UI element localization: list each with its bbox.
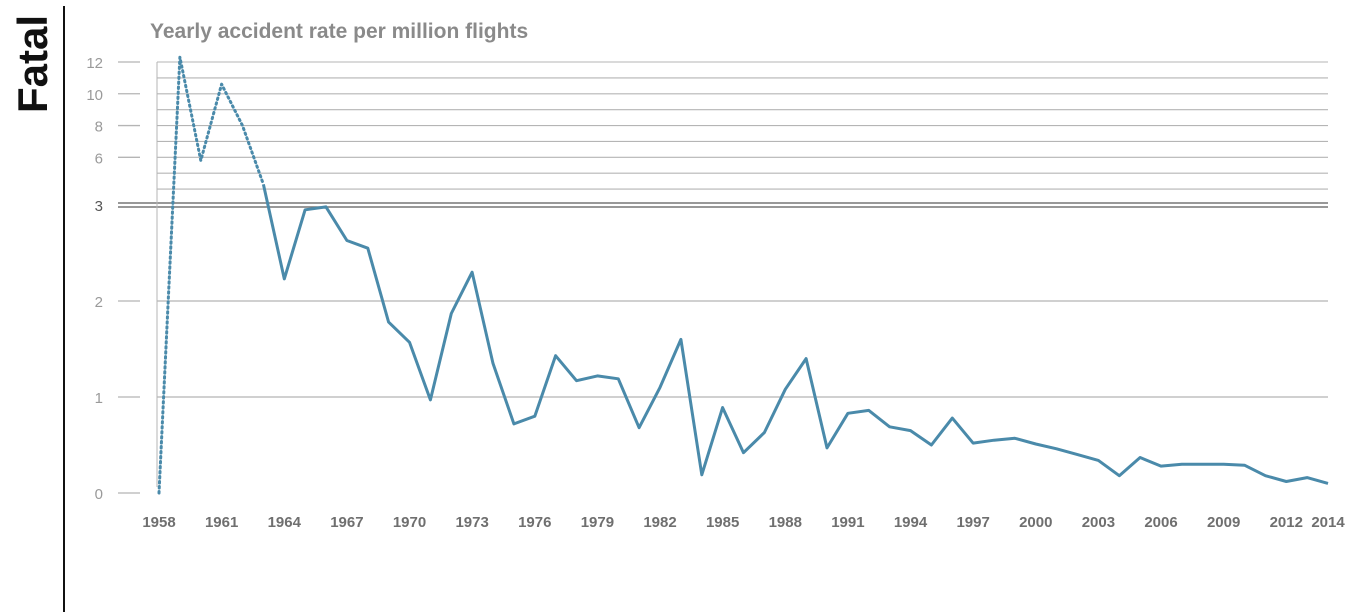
- x-tick-label: 1997: [956, 514, 989, 531]
- y-tick-label: 3: [95, 198, 103, 215]
- series-line-dotted: [157, 55, 265, 495]
- chart-title: Yearly accident rate per million flights: [150, 20, 529, 43]
- y-tick-label: 8: [95, 119, 103, 136]
- grid-layer: [118, 61, 1328, 487]
- series-line: [261, 183, 1329, 485]
- x-tick-label: 1994: [894, 514, 928, 531]
- y-tick-label: 12: [86, 55, 103, 72]
- y-tick-label: 10: [86, 87, 103, 104]
- x-tick-label: 2014: [1311, 514, 1345, 531]
- x-tick-label: 1988: [769, 514, 802, 531]
- x-tick-label: 2006: [1144, 514, 1177, 531]
- x-tick-label: 1985: [706, 514, 739, 531]
- x-tick-label: 1973: [455, 514, 488, 531]
- x-tick-label: 1982: [643, 514, 676, 531]
- series-layer: [157, 55, 1329, 495]
- y-tick-label: 0: [95, 486, 103, 503]
- x-tick-label: 1991: [831, 514, 864, 531]
- x-tick-label: 1958: [142, 514, 175, 531]
- x-tick-label: 2012: [1270, 514, 1303, 531]
- y-tick-label: 6: [95, 150, 103, 167]
- side-divider-rule: [63, 6, 65, 612]
- x-tick-label: 2000: [1019, 514, 1052, 531]
- y-tick-label: 2: [95, 294, 103, 311]
- x-tick-label: 2003: [1082, 514, 1115, 531]
- x-tick-label: 1961: [205, 514, 238, 531]
- x-tick-label: 1970: [393, 514, 426, 531]
- x-tick-label: 1967: [330, 514, 363, 531]
- x-tick-label: 1979: [581, 514, 614, 531]
- y-tick-label: 1: [95, 390, 103, 407]
- x-tick-label: 1976: [518, 514, 551, 531]
- x-tick-label: 1964: [268, 514, 302, 531]
- x-tick-label: 2009: [1207, 514, 1240, 531]
